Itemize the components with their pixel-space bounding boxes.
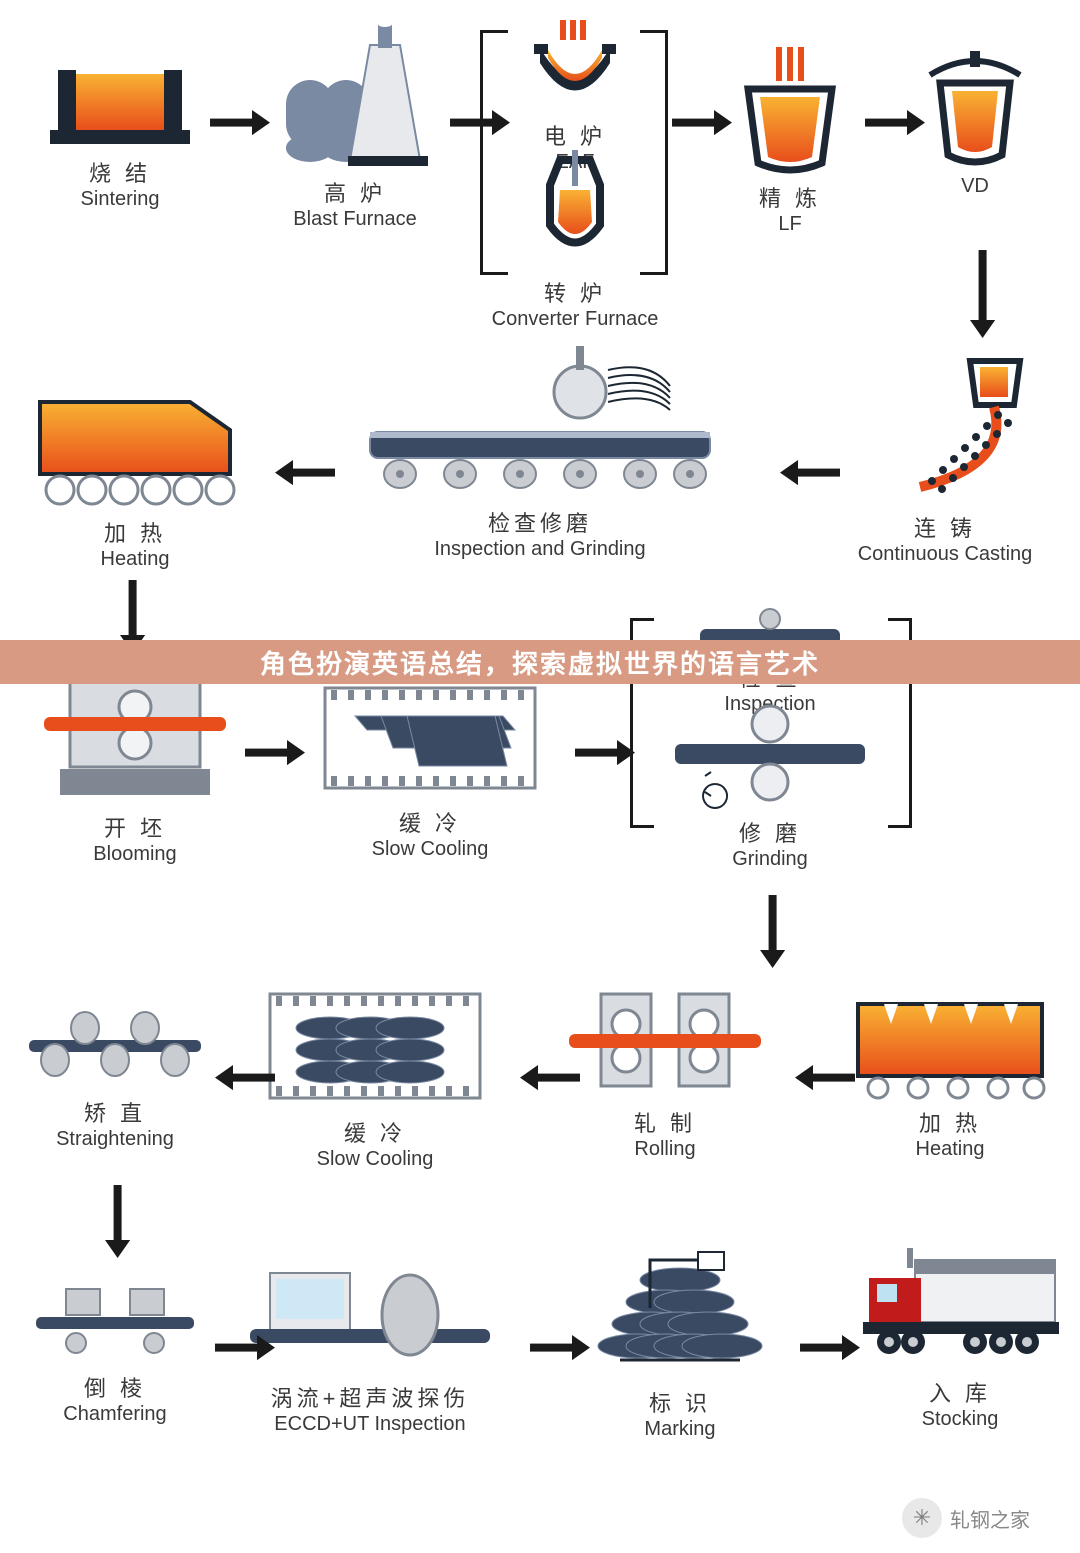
eccd-icon (240, 1255, 500, 1375)
node-sintering: 烧 结 Sintering (30, 40, 210, 211)
slowCool1-label-en: Slow Cooling (372, 838, 489, 861)
grinding-label-en: Grinding (732, 848, 808, 871)
lf-label-cn: 精 炼 (759, 181, 821, 213)
blooming-label-cn: 开 坯 (104, 811, 166, 843)
bracket-0 (480, 30, 508, 280)
inspGrind-label-cn: 检查修磨 (488, 506, 592, 538)
converter-label-cn: 转 炉 (544, 276, 606, 308)
arrow-6 (275, 460, 335, 485)
heating2-label-en: Heating (916, 1138, 985, 1161)
node-lf: 精 炼 LF (715, 45, 865, 236)
rolling-label-cn: 轧 制 (634, 1106, 696, 1138)
vd-label-en: VD (961, 175, 989, 198)
marking-icon (580, 1250, 780, 1380)
chamfering-label-cn: 倒 棱 (84, 1371, 146, 1403)
converter-label-en: Converter Furnace (492, 308, 659, 331)
blastFurnace-label-en: Blast Furnace (293, 208, 416, 231)
bracket-1 (640, 30, 668, 280)
stocking-label-en: Stocking (922, 1408, 999, 1431)
node-heating2: 加 热 Heating (840, 980, 1060, 1161)
arrow-4 (970, 250, 995, 338)
straightening-label-en: Straightening (56, 1128, 174, 1151)
overlay-banner: 角色扮演英语总结，探索虚拟世界的语言艺术 (0, 640, 1080, 684)
stocking-label-cn: 入 库 (929, 1376, 991, 1408)
node-straightening: 矫 直 Straightening (20, 1000, 210, 1151)
arrow-15 (215, 1335, 275, 1360)
inspGrind-icon (350, 340, 730, 500)
blooming-label-en: Blooming (93, 843, 176, 866)
slowCool2-label-cn: 缓 冷 (344, 1116, 406, 1148)
node-blastFurnace: 高 炉 Blast Furnace (255, 20, 455, 231)
grinding-icon (655, 690, 885, 810)
arrow-13 (215, 1065, 275, 1090)
heating1-icon (30, 380, 240, 510)
arrow-12 (520, 1065, 580, 1090)
arrow-14 (105, 1185, 130, 1258)
node-marking: 标 识 Marking (570, 1250, 790, 1441)
arrow-1 (450, 110, 510, 135)
vd-icon (910, 45, 1040, 175)
blastFurnace-icon (270, 20, 440, 170)
arrow-9 (575, 740, 635, 765)
arrow-10 (760, 895, 785, 968)
eccd-label-cn: 涡流+超声波探伤 (271, 1381, 470, 1413)
straightening-icon (25, 1000, 205, 1090)
eaf-icon (520, 18, 630, 113)
wechat-icon: ✳ (902, 1498, 942, 1538)
sintering-icon (40, 40, 200, 150)
heating1-label-en: Heating (101, 548, 170, 571)
heating2-label-cn: 加 热 (919, 1106, 981, 1138)
sintering-label-en: Sintering (81, 188, 160, 211)
eccd-label-en: ECCD+UT Inspection (274, 1413, 465, 1436)
grinding-label-cn: 修 磨 (739, 816, 801, 848)
chamfering-icon (30, 1265, 200, 1365)
cc-label-en: Continuous Casting (858, 543, 1033, 566)
node-slowCool2: 缓 冷 Slow Cooling (250, 970, 500, 1171)
chamfering-label-en: Chamfering (63, 1403, 166, 1426)
node-cc: 连 铸 Continuous Casting (830, 355, 1060, 566)
marking-label-cn: 标 识 (649, 1386, 711, 1418)
lf-icon (730, 45, 850, 175)
node-heating1: 加 热 Heating (20, 380, 250, 571)
slowCool2-icon (260, 970, 490, 1110)
heating1-label-cn: 加 热 (104, 516, 166, 548)
slowCool1-label-cn: 缓 冷 (399, 806, 461, 838)
stocking-icon (855, 1230, 1065, 1370)
arrow-16 (530, 1335, 590, 1360)
node-rolling: 轧 制 Rolling (555, 980, 775, 1161)
heating2-icon (850, 980, 1050, 1100)
blastFurnace-label-cn: 高 炉 (324, 176, 386, 208)
cc-label-cn: 连 铸 (914, 511, 976, 543)
arrow-8 (245, 740, 305, 765)
wechat-badge: ✳ 轧钢之家 (902, 1498, 1030, 1538)
converter-icon (520, 150, 630, 270)
node-chamfering: 倒 棱 Chamfering (20, 1265, 210, 1426)
node-slowCool1: 缓 冷 Slow Cooling (300, 660, 560, 861)
arrow-2 (672, 110, 732, 135)
rolling-label-en: Rolling (634, 1138, 695, 1161)
eaf-label-cn: 电 炉 (544, 119, 606, 151)
marking-label-en: Marking (644, 1418, 715, 1441)
node-stocking: 入 库 Stocking (850, 1230, 1070, 1431)
inspGrind-label-en: Inspection and Grinding (434, 538, 645, 561)
straightening-label-cn: 矫 直 (84, 1096, 146, 1128)
cc-icon (860, 355, 1030, 505)
sintering-label-cn: 烧 结 (89, 156, 151, 188)
node-grinding: 修 磨 Grinding (640, 690, 900, 871)
slowCool2-label-en: Slow Cooling (317, 1148, 434, 1171)
wechat-label: 轧钢之家 (950, 1504, 1030, 1533)
arrow-17 (800, 1335, 860, 1360)
arrow-0 (210, 110, 270, 135)
rolling-icon (565, 980, 765, 1100)
arrow-3 (865, 110, 925, 135)
node-inspGrind: 检查修磨 Inspection and Grinding (330, 340, 750, 561)
arrow-11 (795, 1065, 855, 1090)
banner-text: 角色扮演英语总结，探索虚拟世界的语言艺术 (260, 644, 820, 681)
lf-label-en: LF (778, 213, 801, 236)
arrow-5 (780, 460, 840, 485)
